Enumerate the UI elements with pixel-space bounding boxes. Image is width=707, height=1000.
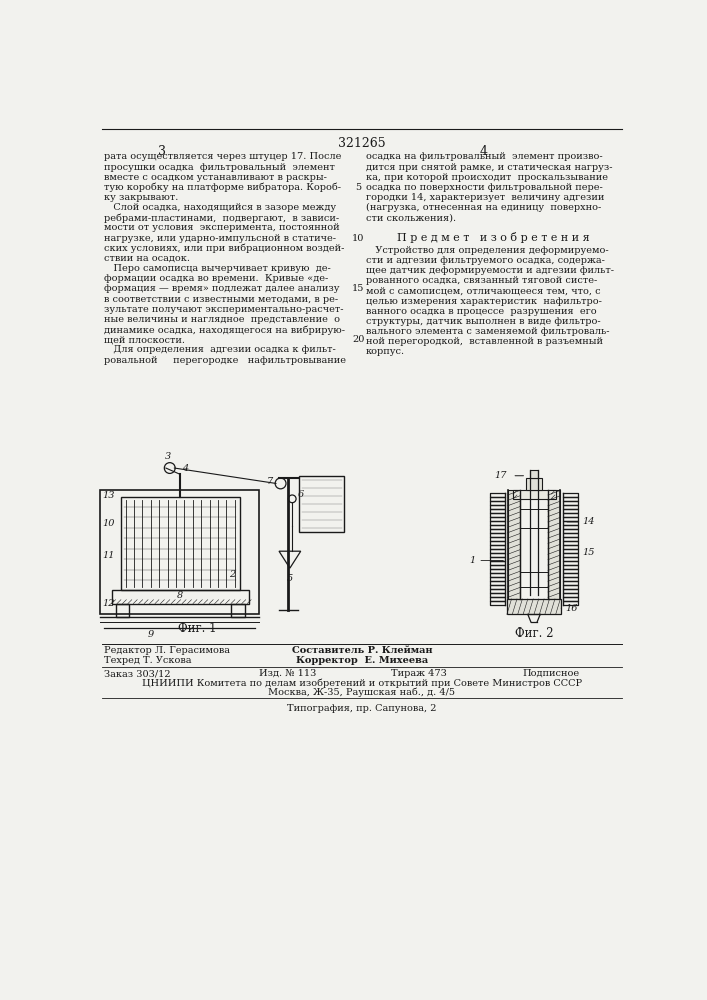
Text: 5: 5 [287,574,293,583]
Text: Фиг. 1: Фиг. 1 [177,622,216,635]
Text: рата осуществляется через штуцер 17. После: рата осуществляется через штуцер 17. Пос… [104,152,341,161]
Text: Составитель Р. Клейман: Составитель Р. Клейман [292,646,432,655]
Text: ребрами-пластинами,  подвергают,  в зависи-: ребрами-пластинами, подвергают, в зависи… [104,213,339,223]
Text: 4: 4 [182,464,188,473]
Text: щей плоскости.: щей плоскости. [104,335,185,344]
Text: мой с самописцем, отличающееся тем, что, с: мой с самописцем, отличающееся тем, что,… [366,287,600,296]
Text: Фиг. 2: Фиг. 2 [515,627,554,640]
Bar [526,478,542,490]
Text: 6: 6 [298,490,304,499]
Bar [231,604,245,617]
Text: ка, при которой происходит  проскальзывание: ка, при которой происходит проскальзыван… [366,173,608,182]
Text: вального элемента с заменяемой фильтроваль-: вального элемента с заменяемой фильтрова… [366,327,609,336]
Text: ровальной     перегородке   нафильтровывание: ровальной перегородке нафильтровывание [104,356,346,365]
Text: (нагрузка, отнесенная на единицу  поверхно-: (нагрузка, отнесенная на единицу поверхн… [366,203,601,212]
Text: 15: 15 [352,284,364,293]
Text: Тираж 473: Тираж 473 [391,669,447,678]
Text: 8: 8 [177,591,183,600]
Text: ЦНИИПИ Комитета по делам изобретений и открытий при Совете Министров СССР: ЦНИИПИ Комитета по делам изобретений и о… [142,678,582,688]
Text: Заказ 303/12: Заказ 303/12 [104,669,170,678]
Text: 16: 16 [565,604,578,613]
Bar [508,490,520,599]
Text: 15: 15 [582,548,595,557]
Bar [530,470,538,478]
Text: 4: 4 [479,145,488,158]
Text: 17: 17 [494,471,507,480]
Text: 5: 5 [355,183,361,192]
Text: Корректор  Е. Михеева: Корректор Е. Михеева [296,656,428,665]
Text: мости от условия  эксперимента, постоянной: мости от условия эксперимента, постоянно… [104,223,339,232]
Text: щее датчик деформируемости и адгезии фильт-: щее датчик деформируемости и адгезии фил… [366,266,614,275]
Bar [299,476,344,532]
Text: 10: 10 [352,234,364,243]
Text: осадка по поверхности фильтровальной пере-: осадка по поверхности фильтровальной пер… [366,183,602,192]
Text: нагрузке, или ударно-импульсной в статиче-: нагрузке, или ударно-импульсной в статич… [104,234,336,243]
Text: 9: 9 [147,630,153,639]
Text: Техред Т. Ускова: Техред Т. Ускова [104,656,192,665]
Text: формация — время» подлежат далее анализу: формация — время» подлежат далее анализу [104,284,339,293]
Bar [100,490,259,614]
Text: П р е д м е т   и з о б р е т е н и я: П р е д м е т и з о б р е т е н и я [397,232,590,243]
Text: 1: 1 [469,556,476,565]
Bar [121,497,240,590]
Text: ной перегородкой,  вставленной в разъемный: ной перегородкой, вставленной в разъемны… [366,337,603,346]
Text: городки 14, характеризует  величину адгезии: городки 14, характеризует величину адгез… [366,193,604,202]
Text: 12: 12 [103,599,115,608]
Bar [507,599,561,614]
Text: Устройство для определения деформируемо-: Устройство для определения деформируемо- [366,246,609,255]
Text: Изд. № 113: Изд. № 113 [259,669,316,678]
Text: ствии на осадок.: ствии на осадок. [104,254,190,263]
Text: Типография, пр. Сапунова, 2: Типография, пр. Сапунова, 2 [287,704,437,713]
Text: ные величины и наглядное  представление  о: ные величины и наглядное представление о [104,315,340,324]
Text: Редактор Л. Герасимова: Редактор Л. Герасимова [104,646,230,655]
Bar [513,490,556,499]
Text: 2: 2 [228,570,235,579]
Text: 14: 14 [582,517,595,526]
Text: 3: 3 [158,145,166,158]
Text: формации осадка во времени.  Кривые «де-: формации осадка во времени. Кривые «де- [104,274,328,283]
Text: 321265: 321265 [338,137,386,150]
Bar [115,604,129,617]
Text: 20: 20 [352,335,364,344]
Text: рованного осадка, связанный тяговой систе-: рованного осадка, связанный тяговой сист… [366,276,597,285]
Text: 7: 7 [267,477,273,486]
Text: 13: 13 [103,491,115,500]
Bar [112,590,249,604]
Text: сти скольжения).: сти скольжения). [366,213,456,222]
Text: ских условиях, или при вибрационном воздей-: ских условиях, или при вибрационном возд… [104,244,344,253]
Bar [548,490,561,599]
Text: Перо самописца вычерчивает кривую  де-: Перо самописца вычерчивает кривую де- [104,264,331,273]
Text: в соответствии с известными методами, в ре-: в соответствии с известными методами, в … [104,295,338,304]
Text: 10: 10 [103,519,115,528]
Text: вместе с осадком устанавливают в раскры-: вместе с осадком устанавливают в раскры- [104,173,327,182]
Text: Для определения  адгезии осадка к фильт-: Для определения адгезии осадка к фильт- [104,345,336,354]
Text: ванного осадка в процессе  разрушения  его: ванного осадка в процессе разрушения его [366,307,597,316]
Text: сти и адгезии фильтруемого осадка, содержа-: сти и адгезии фильтруемого осадка, содер… [366,256,604,265]
Text: осадка на фильтровальный  элемент произво-: осадка на фильтровальный элемент произво… [366,152,602,161]
Text: зультате получают экспериментально-расчет-: зультате получают экспериментально-расче… [104,305,344,314]
Text: корпус.: корпус. [366,347,405,356]
Text: Слой осадка, находящийся в зазоре между: Слой осадка, находящийся в зазоре между [104,203,336,212]
Text: целью измерения характеристик  нафильтро-: целью измерения характеристик нафильтро- [366,297,602,306]
Text: тую коробку на платформе вибратора. Короб-: тую коробку на платформе вибратора. Коро… [104,183,341,192]
Text: Москва, Ж-35, Раушская наб., д. 4/5: Москва, Ж-35, Раушская наб., д. 4/5 [269,687,455,697]
Text: ку закрывают.: ку закрывают. [104,193,178,202]
Text: дится при снятой рамке, и статическая нагруз-: дится при снятой рамке, и статическая на… [366,163,612,172]
Text: динамике осадка, находящегося на вибрирую-: динамике осадка, находящегося на вибриру… [104,325,345,335]
Text: просушки осадка  фильтровальный  элемент: просушки осадка фильтровальный элемент [104,163,334,172]
Text: 3: 3 [165,452,171,461]
Text: 11: 11 [103,551,115,560]
Text: структуры, датчик выполнен в виде фильтро-: структуры, датчик выполнен в виде фильтр… [366,317,600,326]
Text: Подписное: Подписное [522,669,580,678]
